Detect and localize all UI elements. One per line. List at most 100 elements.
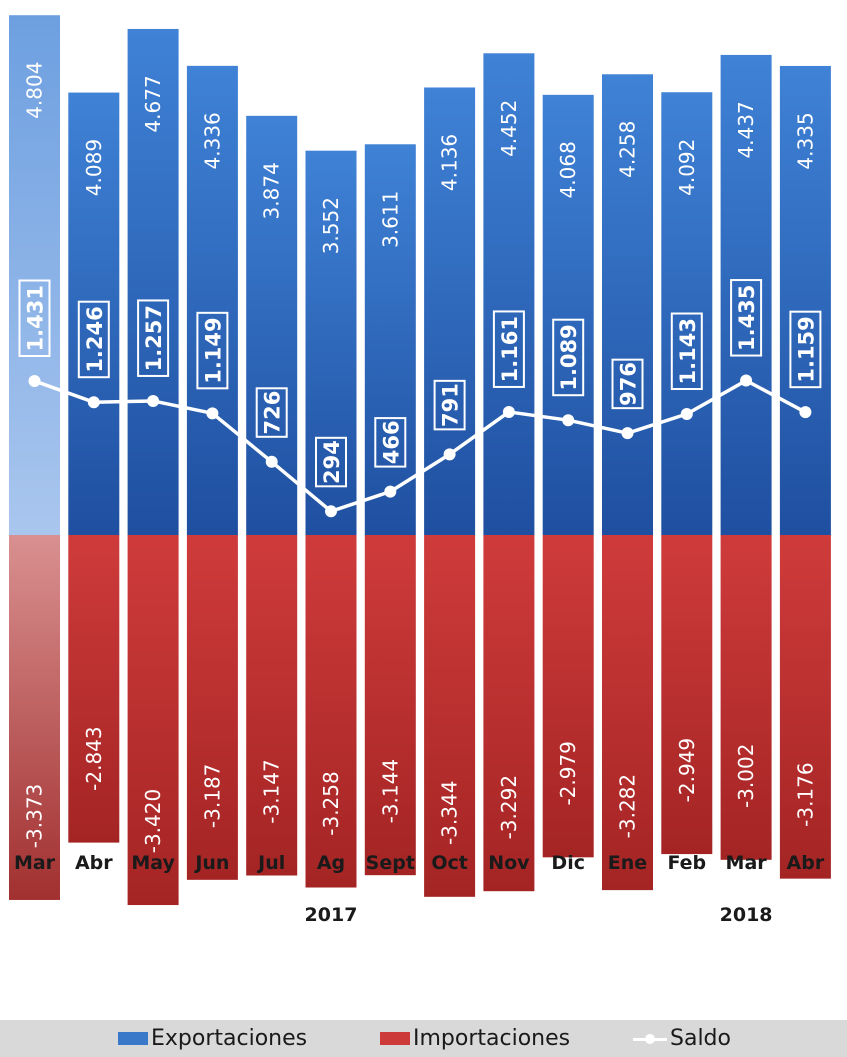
import-bar [424, 535, 476, 897]
balance-label: 294 [315, 436, 347, 488]
balance-data-label: 976 [617, 362, 641, 406]
import-data-label: -3.144 [378, 759, 402, 823]
import-data-label: -3.176 [793, 762, 817, 826]
import-bar [9, 535, 60, 900]
balance-data-label: 1.435 [735, 285, 759, 351]
export-bar [127, 28, 179, 535]
balance-label-box [492, 310, 525, 388]
balance-label-box [730, 279, 763, 357]
export-bar [542, 94, 594, 535]
balance-label: 1.257 [137, 299, 170, 377]
balance-label-box [374, 417, 407, 468]
balance-label-box [670, 312, 703, 391]
balance-point [28, 375, 41, 388]
balance-data-label: 1.149 [201, 317, 225, 383]
export-data-label: 4.677 [141, 75, 165, 132]
balance-label-box [18, 279, 51, 358]
category-label: Ene [608, 852, 647, 874]
balance-point [265, 455, 278, 468]
export-bar [602, 74, 653, 536]
balance-data-label: 1.159 [794, 316, 818, 382]
export-data-label: 4.336 [200, 112, 224, 169]
balance-label-box [611, 358, 644, 410]
export-data-label: 4.136 [438, 134, 462, 191]
export-data-label: 3.874 [260, 162, 284, 219]
import-bar [779, 535, 831, 879]
import-data-label: -2.843 [82, 726, 106, 790]
import-bar [602, 535, 653, 891]
balance-label-box [77, 300, 110, 379]
balance-point [325, 505, 337, 518]
category-label: Oct [431, 852, 468, 874]
export-data-label: 4.452 [497, 100, 521, 157]
balance-label: 1.246 [77, 300, 110, 379]
category-label: Ag [317, 852, 345, 874]
balance-label-box [315, 436, 347, 488]
export-bar [779, 65, 831, 535]
year-label: 2017 [305, 904, 358, 926]
balance-label: 1.431 [18, 279, 51, 358]
category-label: Mar [726, 852, 768, 874]
balance-data-label: 1.246 [83, 306, 107, 372]
import-bar [68, 535, 120, 843]
balance-data-label: 1.257 [142, 305, 166, 371]
balance-label: 1.089 [552, 318, 585, 397]
export-data-label: 4.089 [82, 139, 106, 196]
export-bar [424, 87, 476, 535]
legend-exports-label: Exportaciones [151, 1026, 308, 1051]
balance-data-label: 1.143 [676, 318, 700, 384]
category-label: Nov [488, 852, 530, 874]
balance-label-box [552, 318, 585, 397]
import-data-label: -3.292 [497, 775, 521, 839]
export-bar [483, 53, 535, 535]
import-data-label: -3.282 [616, 774, 640, 838]
import-bar [305, 535, 357, 888]
balance-label: 1.143 [670, 312, 703, 391]
legend-balance-label: Saldo [670, 1026, 731, 1051]
import-data-label: -3.187 [200, 764, 224, 828]
balance-label-box [196, 311, 229, 390]
balance-point [206, 407, 219, 420]
balance-data-label: 294 [320, 440, 344, 484]
balance-label: 726 [255, 387, 288, 438]
balance-label: 1.159 [789, 310, 822, 389]
legend-item-imports: Importaciones [380, 1020, 570, 1057]
import-bar [483, 535, 535, 892]
export-bar [9, 15, 60, 535]
import-data-label: -3.373 [23, 784, 47, 848]
export-data-label: 4.804 [23, 62, 47, 119]
category-label: Feb [667, 852, 706, 874]
balance-point [680, 408, 693, 421]
import-bar [127, 535, 179, 906]
import-data-label: -3.258 [319, 771, 343, 835]
balance-label: 976 [611, 358, 644, 410]
export-data-label: 4.258 [616, 121, 640, 178]
exports-swatch-icon [118, 1032, 148, 1045]
balance-point [87, 396, 100, 409]
legend-item-balance: Saldo [633, 1020, 731, 1057]
imports-swatch-icon [380, 1032, 410, 1045]
labels-layer: 4.804 -3.373 4.089 -2.843 4.677 -3.420 4.336 -3… [18, 62, 822, 853]
export-data-label: 4.437 [734, 101, 758, 158]
balance-line-layer [28, 374, 812, 518]
export-data-label: 3.552 [319, 197, 343, 254]
import-bar [364, 535, 416, 876]
category-label: Abr [787, 852, 825, 874]
export-bar [186, 65, 238, 536]
category-label: Dic [551, 852, 585, 874]
balance-data-label: 1.431 [24, 285, 48, 351]
balance-label-box [789, 310, 822, 389]
balance-label-box [433, 379, 466, 431]
import-data-label: -2.949 [675, 738, 699, 802]
export-data-label: 4.335 [793, 112, 817, 169]
export-data-label: 4.092 [675, 139, 699, 196]
legend: Exportaciones Importaciones Saldo [0, 1020, 847, 1057]
balance-label: 466 [374, 417, 407, 468]
category-label: Abr [75, 852, 113, 874]
import-bar [542, 535, 594, 858]
import-data-label: -3.344 [438, 781, 462, 845]
import-data-label: -3.147 [260, 759, 284, 823]
balance-label-box [255, 387, 288, 438]
balance-line [33, 378, 807, 514]
category-label: Mar [14, 852, 56, 874]
